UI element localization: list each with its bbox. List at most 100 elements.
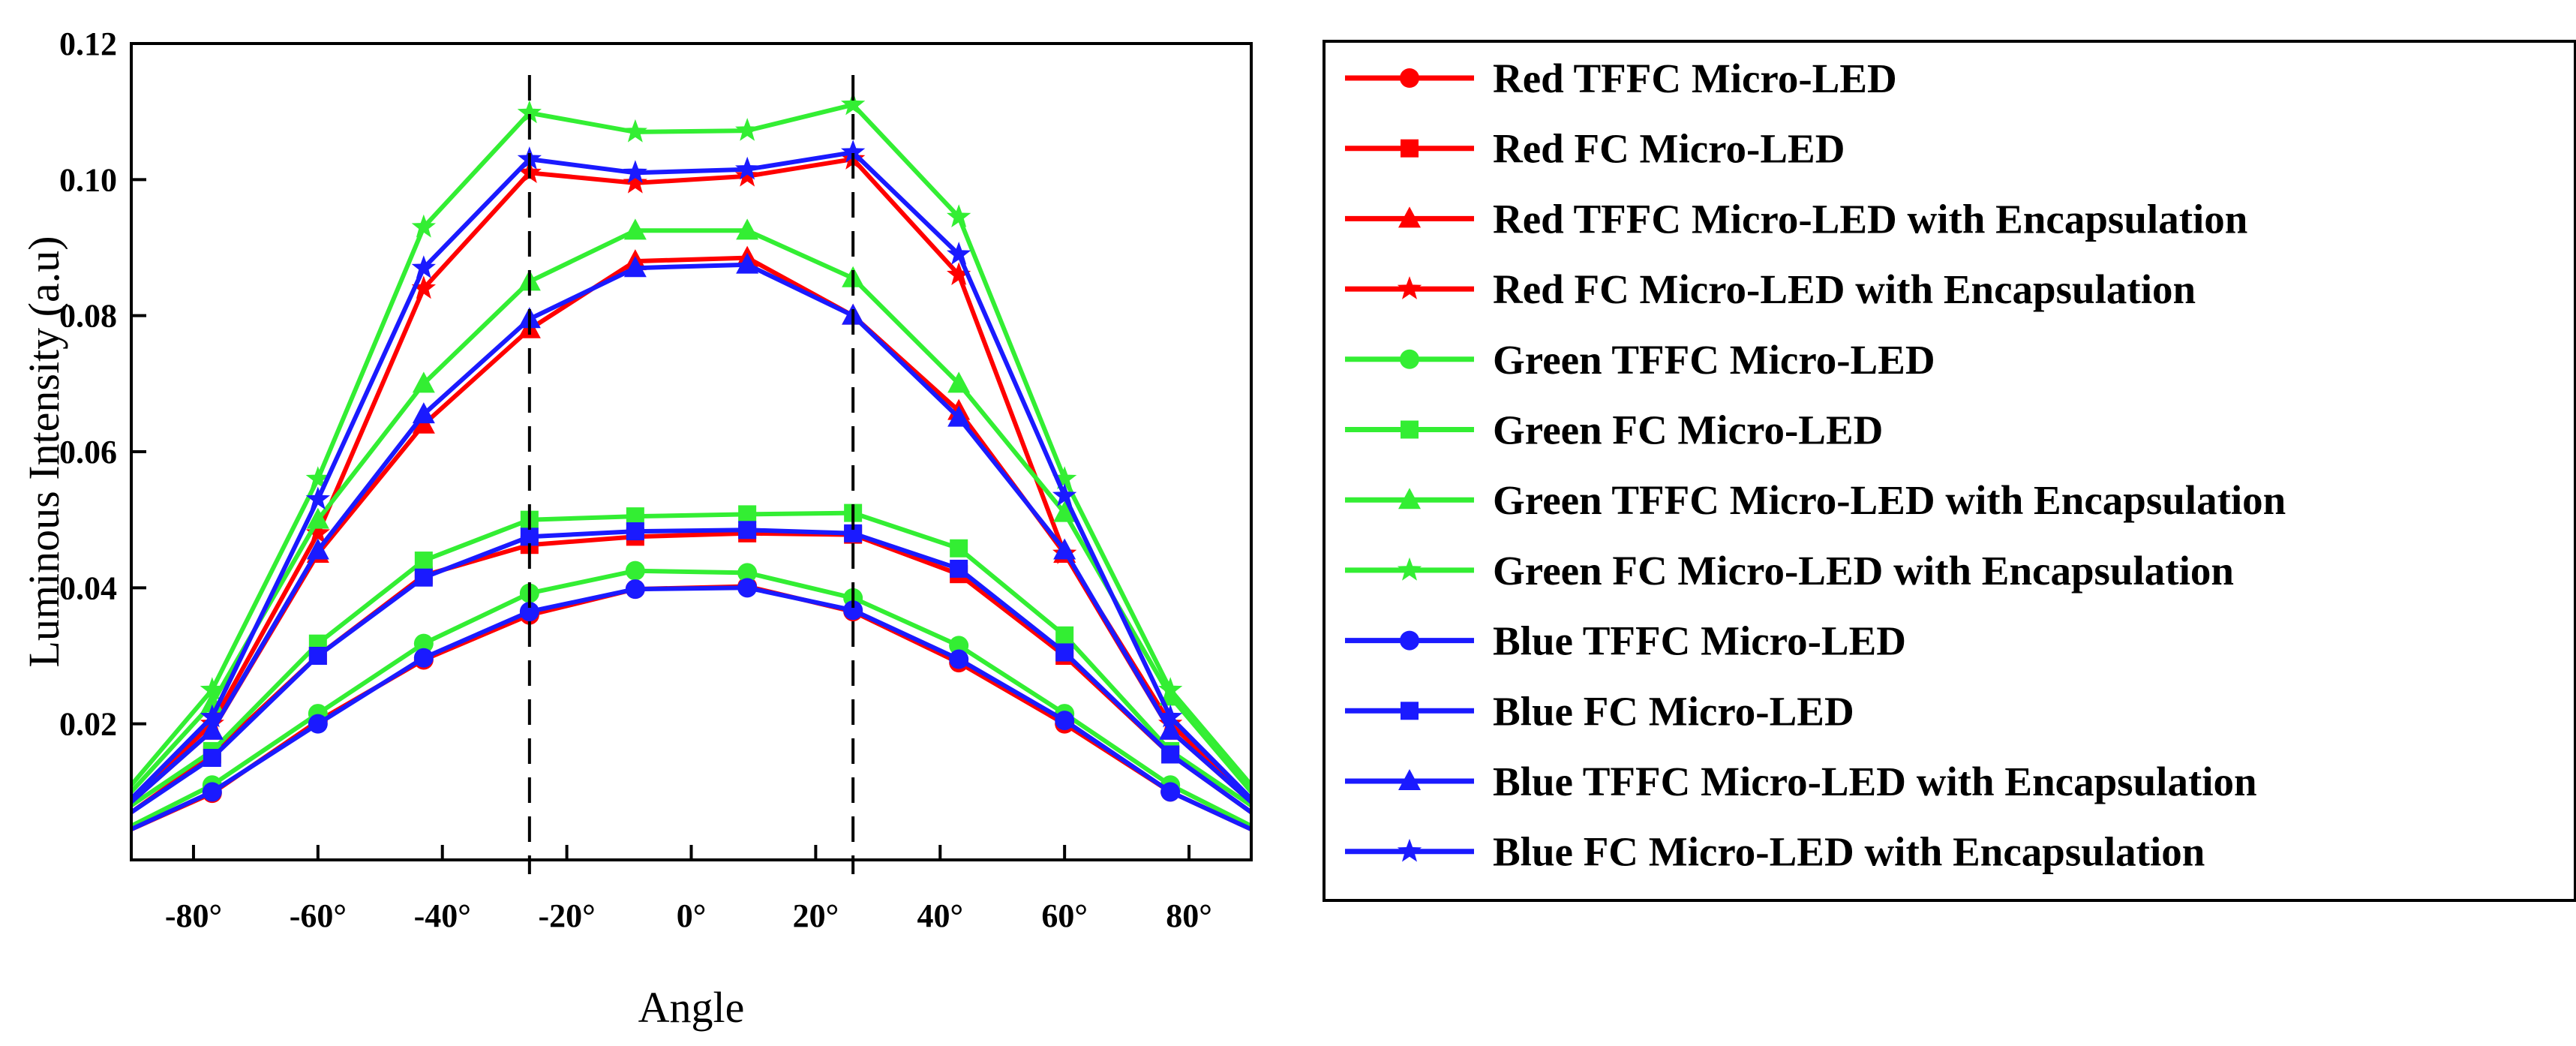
x-tick-label: -80° [165,897,222,934]
series-9-point [1055,711,1075,731]
x-tick-label: -60° [290,897,347,934]
series-line-7 [131,228,1251,794]
series-10-point [308,647,327,665]
series-7-point [623,218,647,240]
series-11-point [306,538,329,560]
series-8-point [735,118,760,141]
legend-marker [1398,769,1421,790]
series-6-point [738,505,757,524]
series-11-point [947,405,971,427]
legend-marker [1398,488,1421,509]
series-4-point [623,170,647,194]
series-11-point [623,256,647,278]
series-line-4 [131,157,1251,801]
legend-label: Red TFFC Micro-LED [1493,56,1897,101]
y-tick-label: 0.06 [59,434,117,470]
legend-label: Red TFFC Micro-LED with Encapsulation [1493,196,2247,242]
series-9-point [1160,782,1181,802]
x-tick-label: 60° [1041,897,1088,934]
series-12-point [411,255,436,278]
legend-marker [1401,420,1419,439]
legend-marker [1400,349,1419,369]
series-11-point [1053,538,1076,560]
series-line-1 [131,584,1251,831]
series-10-point [626,522,644,541]
series-line-6 [131,510,1251,807]
series-12-point [305,486,330,510]
series-11-point [1159,718,1182,740]
series-12-point [841,140,866,163]
series-9-point [519,602,539,622]
series-6-point [414,552,433,570]
series-8-point [1158,677,1183,701]
series-8-point [305,466,330,489]
series-10-point [1161,745,1180,764]
legend-label: Green FC Micro-LED [1493,407,1883,453]
y-tick-label: 0.10 [59,161,117,198]
series-8-point [623,119,647,143]
series-7-point [306,507,329,529]
legend-marker [1401,139,1419,158]
series-11-point [412,402,435,424]
legend-label: Blue TFFC Micro-LED with Encapsulation [1493,759,2257,804]
legend-marker [1397,276,1422,299]
series-8-point [947,204,971,227]
legend-label: Red FC Micro-LED [1493,126,1845,172]
series-9-point [308,714,328,734]
legend-label: Green TFFC Micro-LED with Encapsulation [1493,477,2286,523]
x-tick-label: 20° [793,897,839,934]
series-9-point [202,782,222,802]
series-4-point [735,163,760,187]
series-5-point [413,633,434,654]
legend-marker [1397,557,1422,581]
series-line-11 [131,262,1251,804]
legend-label: Red FC Micro-LED with Encapsulation [1493,266,2196,312]
series-5-point [625,561,645,581]
x-tick-label: 0° [677,897,707,934]
legend-label: Blue TFFC Micro-LED [1493,618,1906,664]
series-7-point [947,371,971,393]
series-line-10 [131,528,1251,814]
y-tick-label: 0.08 [59,298,117,335]
y-tick-label: 0.04 [59,570,117,606]
series-11-point [736,252,759,274]
series-5-point [949,636,969,656]
series-9-point [625,579,645,600]
x-tick-label: 80° [1166,897,1212,934]
series-9-point [843,600,863,621]
series-10-point [738,521,757,540]
series-5-point [737,563,758,583]
series-12-point [200,704,224,728]
series-8-point [411,214,436,238]
plot-series-group [131,92,1251,831]
series-9-point [949,649,969,669]
series-4-point [411,275,436,299]
series-9-point [413,648,434,668]
plot-frame-group: 0.02 0.04 0.06 0.08 0.10 0.12 -80° -60° -40° -20°… [20,26,1253,1032]
legend-marker [1400,68,1419,88]
series-6-point [950,539,968,558]
x-tick-label: -40° [414,897,471,934]
series-6-point [1055,626,1074,645]
series-7-point [1053,500,1076,522]
series-line-8 [131,102,1251,787]
legend-label: Blue FC Micro-LED [1493,688,1854,734]
series-12-point [947,242,971,265]
legend-marker [1401,702,1419,720]
series-8-point [841,92,866,116]
legend-marker [1398,206,1421,228]
series-line-12 [131,150,1251,801]
series-line-5 [131,568,1251,828]
series-8-point [200,677,224,701]
series-7-point [736,218,759,240]
series-11-point [200,718,224,740]
legend-marker [1397,838,1422,862]
series-4-point [947,262,971,285]
series-12-point [623,160,647,183]
legend-label: Green TFFC Micro-LED [1493,337,1935,383]
x-tick-label: -20° [538,897,595,934]
series-10-point [1055,643,1074,662]
series-12-point [735,156,760,180]
series-12-point [1052,482,1077,506]
